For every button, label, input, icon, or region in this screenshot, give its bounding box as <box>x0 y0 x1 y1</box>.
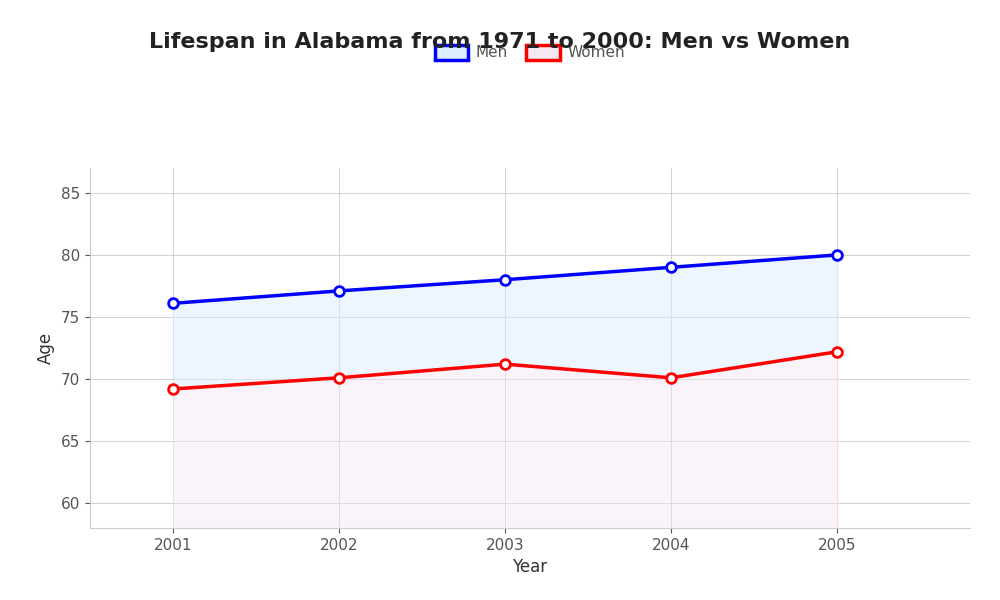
X-axis label: Year: Year <box>512 558 548 576</box>
Legend: Men, Women: Men, Women <box>429 39 631 67</box>
Y-axis label: Age: Age <box>37 332 55 364</box>
Text: Lifespan in Alabama from 1971 to 2000: Men vs Women: Lifespan in Alabama from 1971 to 2000: M… <box>149 32 851 52</box>
